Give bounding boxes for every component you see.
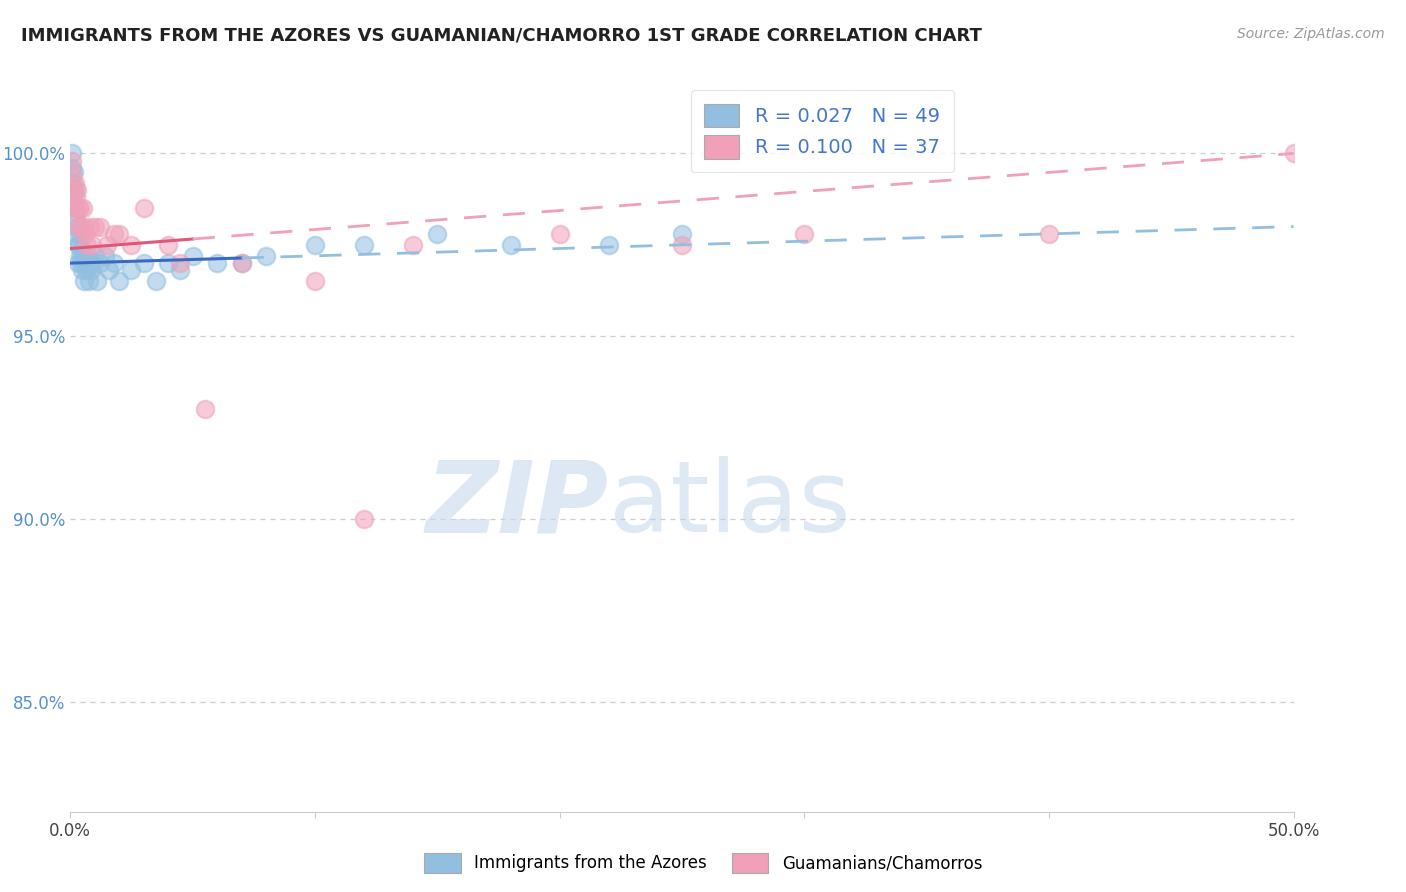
Point xyxy=(72,202,94,216)
Point xyxy=(69,202,91,216)
Point xyxy=(103,227,125,241)
Point xyxy=(145,275,167,289)
Text: atlas: atlas xyxy=(609,456,851,553)
Point xyxy=(83,249,105,263)
Legend: Immigrants from the Azores, Guamanians/Chamorros: Immigrants from the Azores, Guamanians/C… xyxy=(418,847,988,880)
Point xyxy=(70,256,93,270)
Point xyxy=(65,190,87,204)
Point xyxy=(82,256,104,270)
Point xyxy=(231,256,253,270)
Point xyxy=(108,275,131,289)
Point xyxy=(80,263,103,277)
Point xyxy=(254,249,277,263)
Point xyxy=(181,249,204,263)
Point xyxy=(169,263,191,277)
Point xyxy=(66,238,89,252)
Point xyxy=(671,227,693,241)
Point xyxy=(63,176,86,190)
Point xyxy=(1282,146,1305,161)
Point xyxy=(205,256,228,270)
Point xyxy=(73,256,96,270)
Point xyxy=(63,202,86,216)
Point xyxy=(121,238,143,252)
Point xyxy=(793,227,815,241)
Point xyxy=(70,263,93,277)
Point xyxy=(103,256,125,270)
Point xyxy=(67,219,90,234)
Point xyxy=(121,263,143,277)
Point xyxy=(426,227,449,241)
Point xyxy=(69,242,91,256)
Point xyxy=(86,275,108,289)
Point xyxy=(63,183,86,197)
Point xyxy=(89,256,111,270)
Point xyxy=(60,161,83,175)
Point xyxy=(304,275,326,289)
Point xyxy=(65,227,87,241)
Point xyxy=(70,219,93,234)
Point xyxy=(62,186,84,201)
Point xyxy=(98,263,121,277)
Point xyxy=(402,238,425,252)
Point xyxy=(231,256,253,270)
Point xyxy=(72,249,94,263)
Point xyxy=(79,256,101,270)
Point xyxy=(83,219,105,234)
Point xyxy=(62,183,84,197)
Point xyxy=(79,219,101,234)
Point xyxy=(67,238,90,252)
Point xyxy=(76,238,98,252)
Point xyxy=(65,205,87,219)
Point xyxy=(671,238,693,252)
Point xyxy=(194,402,217,417)
Point xyxy=(73,227,96,241)
Point xyxy=(1038,227,1060,241)
Point xyxy=(66,219,89,234)
Point xyxy=(157,256,180,270)
Point xyxy=(499,238,522,252)
Point xyxy=(69,227,91,241)
Point xyxy=(353,512,375,526)
Text: ZIP: ZIP xyxy=(426,456,609,553)
Point xyxy=(67,256,90,270)
Point xyxy=(157,238,180,252)
Point xyxy=(96,238,118,252)
Point xyxy=(60,169,83,183)
Point xyxy=(132,202,155,216)
Point xyxy=(63,165,86,179)
Point xyxy=(73,219,96,234)
Point xyxy=(93,249,115,263)
Point xyxy=(353,238,375,252)
Point xyxy=(60,153,83,168)
Point xyxy=(132,256,155,270)
Text: Source: ZipAtlas.com: Source: ZipAtlas.com xyxy=(1237,27,1385,41)
Point xyxy=(67,202,90,216)
Point xyxy=(73,275,96,289)
Point xyxy=(77,275,100,289)
Text: IMMIGRANTS FROM THE AZORES VS GUAMANIAN/CHAMORRO 1ST GRADE CORRELATION CHART: IMMIGRANTS FROM THE AZORES VS GUAMANIAN/… xyxy=(21,27,981,45)
Point xyxy=(169,256,191,270)
Point xyxy=(89,219,111,234)
Point xyxy=(60,146,83,161)
Point xyxy=(598,238,620,252)
Point xyxy=(63,197,86,211)
Point xyxy=(82,238,104,252)
Point xyxy=(65,212,87,227)
Point xyxy=(76,249,98,263)
Point xyxy=(69,249,91,263)
Point xyxy=(304,238,326,252)
Point xyxy=(548,227,571,241)
Point xyxy=(75,263,97,277)
Point xyxy=(66,183,89,197)
Point xyxy=(62,176,84,190)
Point xyxy=(108,227,131,241)
Legend: R = 0.027   N = 49, R = 0.100   N = 37: R = 0.027 N = 49, R = 0.100 N = 37 xyxy=(690,90,953,172)
